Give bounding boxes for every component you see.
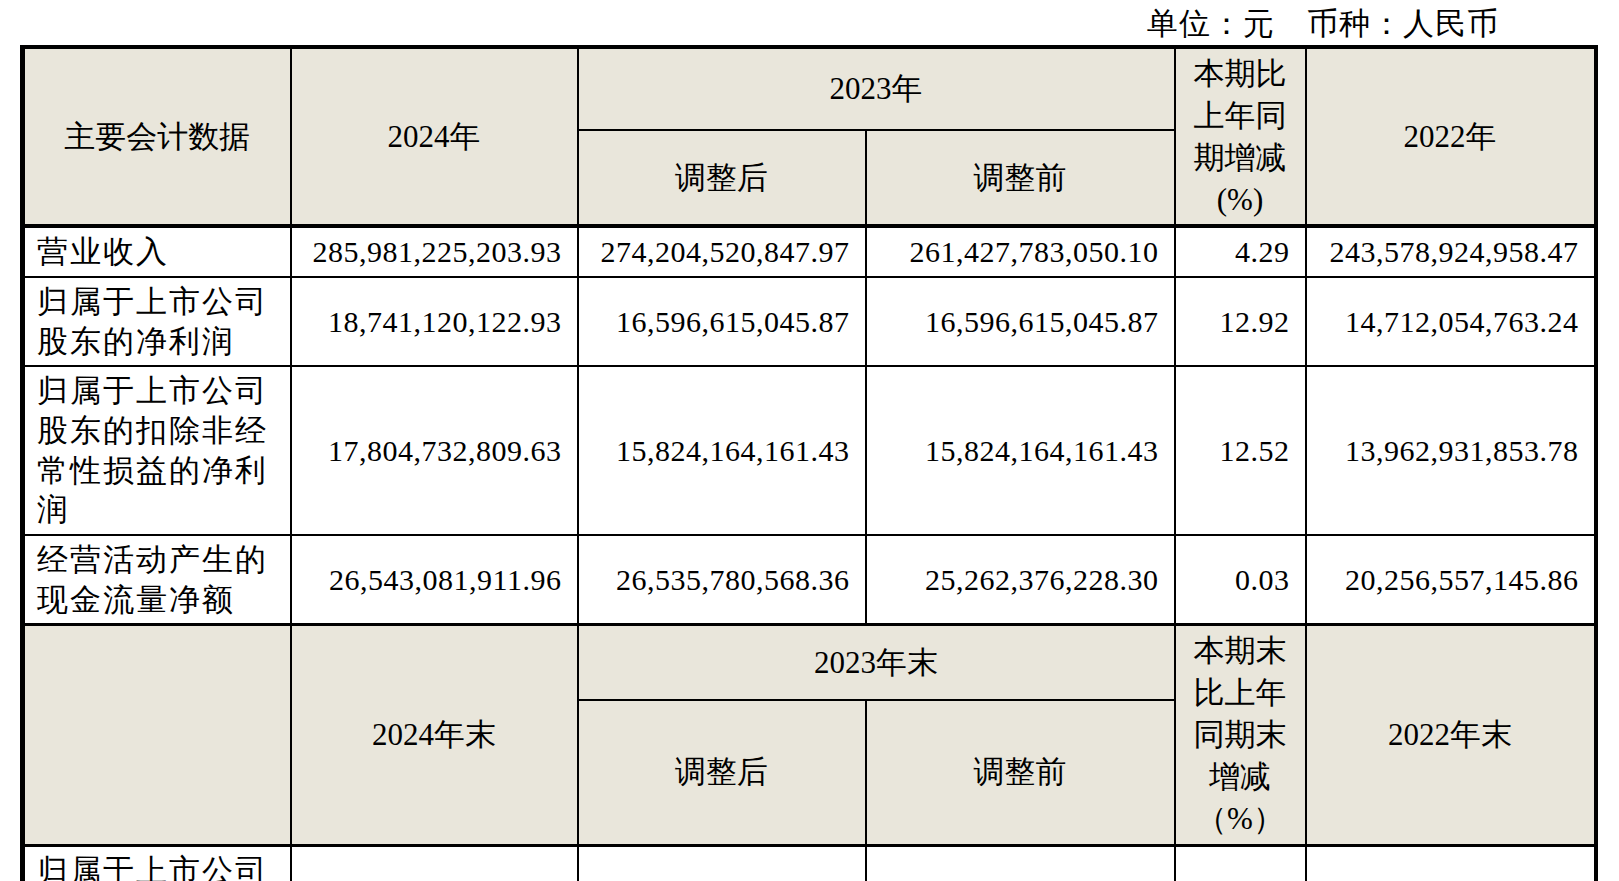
value-2024: 26,543,081,911.96 <box>291 535 578 625</box>
value-2022: 243,578,924,958.47 <box>1306 226 1596 277</box>
value-2023-before: 16,596,615,045.87 <box>866 277 1175 366</box>
header2-yoy-change: 本期末比上年同期末增减（%） <box>1175 625 1306 845</box>
header2-2022-end: 2022年末 <box>1306 625 1596 845</box>
header-2022: 2022年 <box>1306 47 1596 226</box>
value-2022: 13,962,931,853.78 <box>1306 366 1596 535</box>
header2-2023-end: 2023年末 <box>578 625 1175 700</box>
header-2023: 2023年 <box>578 47 1175 130</box>
value-2023-adjusted: 15,824,164,161.43 <box>578 366 866 535</box>
value-2022: 93,459,437,602.44 <box>1306 845 1596 881</box>
table-row-operating-cash-flow: 经营活动产生的现金流量净额 26,543,081,911.96 26,535,7… <box>23 535 1596 625</box>
financial-report-page: 单位：元 币种：人民币 主要会计数据 2024年 2023年 本期比上年同期增减… <box>0 0 1619 881</box>
row-label: 归属于上市公司股东的扣除非经常性损益的净利润 <box>23 366 291 535</box>
value-change-pct: 4.29 <box>1175 226 1306 277</box>
value-2022: 20,256,557,145.86 <box>1306 535 1596 625</box>
row-label: 经营活动产生的现金流量净额 <box>23 535 291 625</box>
value-2023-adjusted: 101,265,984,771.17 <box>578 845 866 881</box>
value-2024: 285,981,225,203.93 <box>291 226 578 277</box>
value-change-pct: 12.52 <box>1175 366 1306 535</box>
table-row-deducted-net-profit: 归属于上市公司股东的扣除非经常性损益的净利润 17,804,732,809.63… <box>23 366 1596 535</box>
value-2024: 111,366,118,999.17 <box>291 845 578 881</box>
header-2023-before: 调整前 <box>866 130 1175 227</box>
header2-2023-before: 调整前 <box>866 700 1175 845</box>
row-label: 归属于上市公司股东的净资产 <box>23 845 291 881</box>
value-change-pct: 0.03 <box>1175 535 1306 625</box>
table-row-revenue: 营业收入 285,981,225,203.93 274,204,520,847.… <box>23 226 1596 277</box>
table-row-net-profit: 归属于上市公司股东的净利润 18,741,120,122.93 16,596,6… <box>23 277 1596 366</box>
value-2023-before: 15,824,164,161.43 <box>866 366 1175 535</box>
value-2024: 18,741,120,122.93 <box>291 277 578 366</box>
row-label: 归属于上市公司股东的净利润 <box>23 277 291 366</box>
header2-metric-empty <box>23 625 291 845</box>
value-change-pct: 12.92 <box>1175 277 1306 366</box>
value-change-pct: 9.97 <box>1175 845 1306 881</box>
value-2023-before: 103,514,153,535.04 <box>866 845 1175 881</box>
header-yoy-change: 本期比上年同期增减(%) <box>1175 47 1306 226</box>
row-label: 营业收入 <box>23 226 291 277</box>
header2-2024-end: 2024年末 <box>291 625 578 845</box>
value-2023-before: 261,427,783,050.10 <box>866 226 1175 277</box>
key-accounting-data-table: 主要会计数据 2024年 2023年 本期比上年同期增减(%) 2022年 调整… <box>20 45 1598 881</box>
value-2023-before: 25,262,376,228.30 <box>866 535 1175 625</box>
header-2023-adjusted: 调整后 <box>578 130 866 227</box>
value-2023-adjusted: 16,596,615,045.87 <box>578 277 866 366</box>
header-2024: 2024年 <box>291 47 578 226</box>
value-2023-adjusted: 274,204,520,847.97 <box>578 226 866 277</box>
value-2022: 14,712,054,763.24 <box>1306 277 1596 366</box>
header2-2023-adjusted: 调整后 <box>578 700 866 845</box>
header-metric: 主要会计数据 <box>23 47 291 226</box>
value-2023-adjusted: 26,535,780,568.36 <box>578 535 866 625</box>
value-2024: 17,804,732,809.63 <box>291 366 578 535</box>
unit-currency-note: 单位：元 币种：人民币 <box>1147 3 1499 45</box>
table-row-net-assets: 归属于上市公司股东的净资产 111,366,118,999.17 101,265… <box>23 845 1596 881</box>
